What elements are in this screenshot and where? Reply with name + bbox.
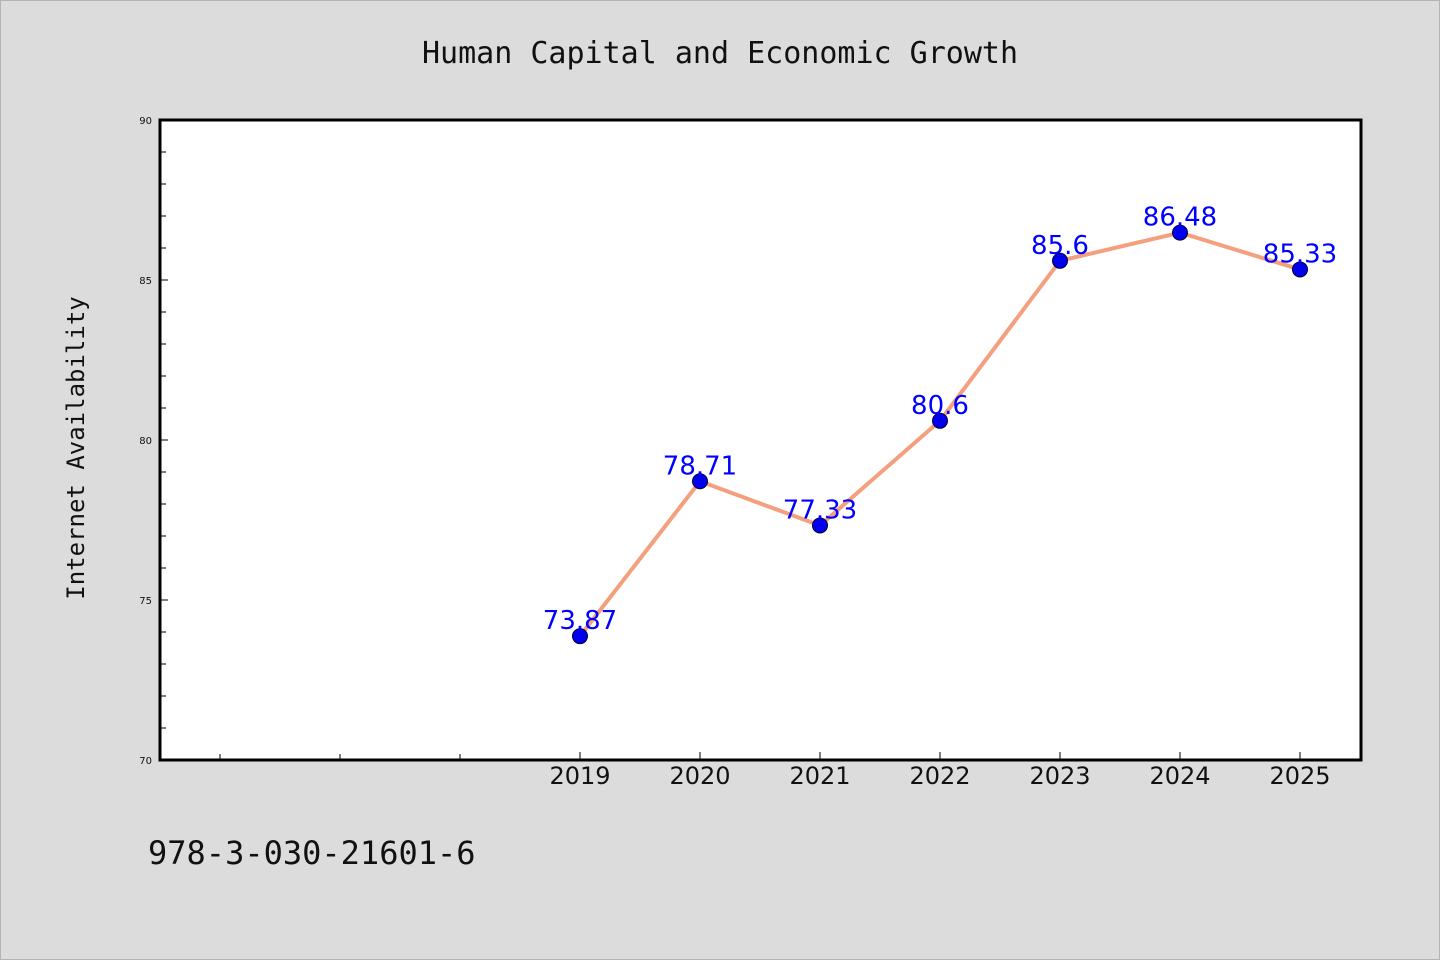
footer-text: 978-3-030-21601-6 bbox=[148, 834, 476, 872]
y-tick-label: 70 bbox=[139, 756, 152, 767]
y-tick-label: 90 bbox=[139, 116, 152, 127]
x-axis: 2019 2020 2021 2022 2023 2024 2025 bbox=[219, 752, 1331, 790]
data-label: 85.6 bbox=[1031, 231, 1089, 261]
y-tick-label: 80 bbox=[139, 436, 152, 447]
x-tick-label: 2024 bbox=[1149, 762, 1210, 790]
y-tick-label: 75 bbox=[139, 596, 152, 607]
data-label: 77.33 bbox=[783, 495, 857, 525]
data-point bbox=[572, 628, 588, 645]
data-label: 73.87 bbox=[543, 606, 617, 636]
data-point bbox=[1292, 261, 1308, 278]
x-tick-label: 2023 bbox=[1029, 762, 1090, 790]
data-point bbox=[932, 412, 948, 429]
x-tick-label: 2022 bbox=[909, 762, 970, 790]
data-point bbox=[812, 517, 828, 534]
y-axis: 70 75 80 85 90 bbox=[139, 116, 168, 767]
y-tick-label: 85 bbox=[139, 276, 152, 287]
data-label: 78.71 bbox=[663, 451, 737, 481]
plot-area bbox=[158, 118, 1363, 762]
y-axis-label: Internet Availability bbox=[62, 296, 90, 599]
x-tick-label: 2021 bbox=[789, 762, 850, 790]
data-point bbox=[1052, 252, 1068, 269]
x-tick-label: 2020 bbox=[669, 762, 730, 790]
data-label: 85.33 bbox=[1263, 239, 1337, 269]
data-label: 80.6 bbox=[911, 391, 969, 421]
x-tick-label: 2019 bbox=[549, 762, 610, 790]
chart-title: Human Capital and Economic Growth bbox=[422, 36, 1018, 71]
data-point bbox=[692, 473, 708, 490]
series: 73.87 78.71 77.33 80.6 85.6 86.48 85.33 bbox=[543, 203, 1337, 645]
data-point bbox=[1172, 224, 1188, 241]
x-tick-label: 2025 bbox=[1269, 762, 1330, 790]
data-label: 86.48 bbox=[1143, 203, 1217, 233]
